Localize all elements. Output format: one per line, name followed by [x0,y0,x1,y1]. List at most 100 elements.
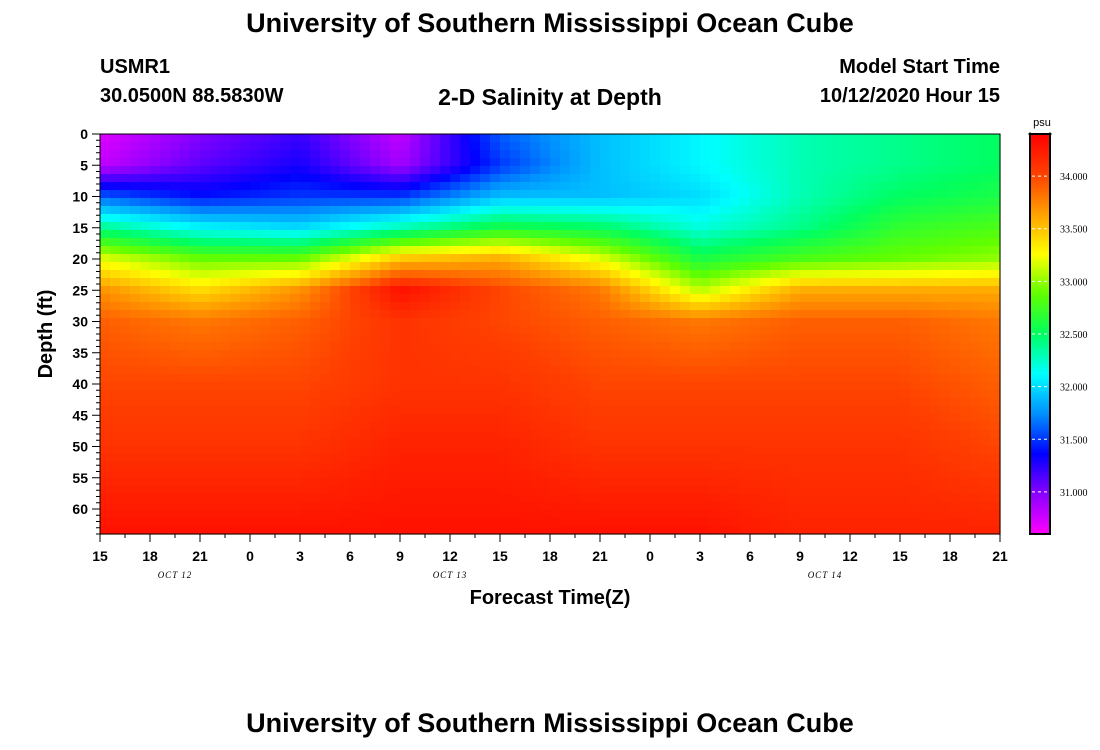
heatmap-cell [790,502,801,511]
heatmap-cell [660,302,671,311]
heatmap-cell [500,326,511,335]
heatmap-cell [860,310,871,319]
heatmap-cell [340,366,351,375]
heatmap-cell [350,174,361,183]
heatmap-cell [650,174,661,183]
heatmap-cell [860,502,871,511]
heatmap-cell [130,134,141,143]
heatmap-cell [820,358,831,367]
heatmap-cell [290,430,301,439]
heatmap-cell [540,446,551,455]
heatmap-cell [370,334,381,343]
heatmap-cell [140,422,151,431]
heatmap-cell [890,254,901,263]
heatmap-cell [840,246,851,255]
heatmap-cell [870,286,881,295]
heatmap-cell [500,286,511,295]
heatmap-cell [140,294,151,303]
heatmap-cell [610,134,621,143]
heatmap-cell [790,198,801,207]
heatmap-cell [400,454,411,463]
heatmap-cell [690,422,701,431]
heatmap-cell [460,190,471,199]
heatmap-cell [530,198,541,207]
heatmap-cell [530,238,541,247]
heatmap-cell [260,142,271,151]
heatmap-cell [480,310,491,319]
heatmap-cell [810,142,821,151]
heatmap-cell [190,302,201,311]
heatmap-cell [500,294,511,303]
heatmap-cell [420,414,431,423]
heatmap-cell [940,470,951,479]
heatmap-cell [960,422,971,431]
heatmap-cell [720,270,731,279]
heatmap-cell [890,190,901,199]
y-tick-label: 5 [80,157,88,173]
heatmap-cell [330,526,341,535]
heatmap-cell [750,286,761,295]
heatmap-cell [560,278,571,287]
heatmap-cell [840,430,851,439]
heatmap-cell [870,518,881,527]
heatmap-cell [470,174,481,183]
heatmap-cell [990,294,1001,303]
heatmap-cell [840,390,851,399]
heatmap-cell [640,286,651,295]
heatmap-cell [140,166,151,175]
heatmap-cell [880,246,891,255]
heatmap-cell [340,318,351,327]
heatmap-cell [120,518,131,527]
heatmap-cell [380,238,391,247]
heatmap-cell [170,294,181,303]
heatmap-cell [850,222,861,231]
heatmap-cell [870,454,881,463]
heatmap-cell [790,366,801,375]
heatmap-cell [320,438,331,447]
heatmap-cell [510,174,521,183]
heatmap-cell [740,438,751,447]
heatmap-cell [670,454,681,463]
heatmap-cell [100,150,111,159]
heatmap-cell [460,358,471,367]
heatmap-cell [380,342,391,351]
heatmap-cell [340,134,351,143]
heatmap-cell [160,334,171,343]
heatmap-cell [890,158,901,167]
heatmap-cell [470,214,481,223]
heatmap-cell [210,182,221,191]
heatmap-cell [130,470,141,479]
heatmap-cell [700,254,711,263]
heatmap-cell [400,478,411,487]
heatmap-cell [150,214,161,223]
heatmap-cell [890,310,901,319]
heatmap-cell [880,350,891,359]
heatmap-cell [500,182,511,191]
heatmap-cell [950,294,961,303]
heatmap-cell [640,358,651,367]
heatmap-cell [630,294,641,303]
heatmap-cell [970,150,981,159]
heatmap-cell [370,502,381,511]
heatmap-cell [100,454,111,463]
heatmap-cell [220,294,231,303]
heatmap-cell [770,158,781,167]
heatmap-cell [360,310,371,319]
heatmap-cell [270,310,281,319]
heatmap-cell [630,230,641,239]
heatmap-cell [160,166,171,175]
heatmap-cell [980,422,991,431]
heatmap-cell [940,494,951,503]
heatmap-cell [420,214,431,223]
heatmap-cell [320,254,331,263]
heatmap-cell [360,526,371,535]
colorbar: psu 34.00033.50033.00032.50032.00031.500… [1028,117,1088,535]
heatmap-cell [520,222,531,231]
heatmap-cell [610,374,621,383]
heatmap-cell [970,142,981,151]
heatmap-cell [270,366,281,375]
heatmap-cell [250,174,261,183]
heatmap-cell [200,430,211,439]
heatmap-cell [630,222,641,231]
heatmap-cell [350,462,361,471]
